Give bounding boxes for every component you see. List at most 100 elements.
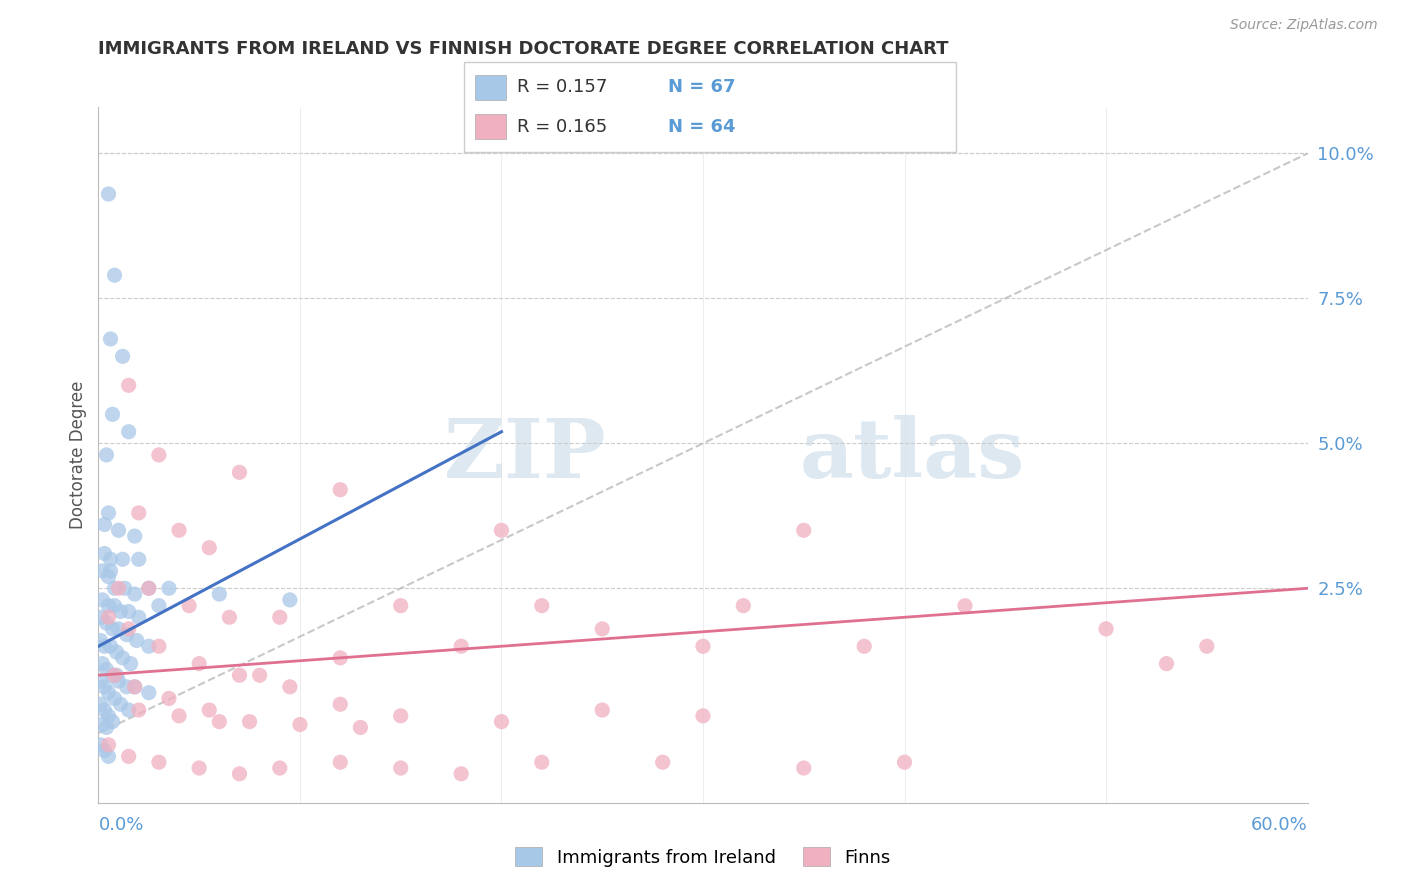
Point <box>97 599 120 613</box>
Point <box>167 523 190 537</box>
Point <box>91 592 114 607</box>
Point <box>208 714 231 729</box>
Point <box>105 668 128 682</box>
Point <box>128 610 150 624</box>
Point <box>111 350 134 364</box>
Point <box>278 680 301 694</box>
Point <box>111 651 134 665</box>
Point <box>93 703 115 717</box>
Point <box>138 685 160 699</box>
Point <box>118 425 141 439</box>
Point <box>93 639 115 653</box>
Point <box>853 639 876 653</box>
Point <box>591 622 613 636</box>
Point <box>101 622 124 636</box>
Point <box>128 703 150 717</box>
Point <box>530 755 553 769</box>
Point <box>389 708 412 723</box>
Point <box>107 582 129 596</box>
Point <box>101 407 124 422</box>
Point <box>103 582 125 596</box>
Point <box>100 639 122 653</box>
Point <box>103 691 125 706</box>
Point <box>115 680 138 694</box>
Point <box>107 523 129 537</box>
Point <box>125 633 148 648</box>
Point <box>218 610 240 624</box>
Point <box>97 685 120 699</box>
Point <box>89 698 111 712</box>
Point <box>128 506 150 520</box>
Point <box>91 717 114 731</box>
Point <box>118 703 141 717</box>
Point <box>118 622 141 636</box>
Point <box>120 657 142 671</box>
Point <box>157 582 180 596</box>
Point <box>389 599 412 613</box>
Point <box>167 708 190 723</box>
Point <box>228 668 250 682</box>
Text: ZIP: ZIP <box>444 415 606 495</box>
Point <box>103 599 125 613</box>
Point <box>389 761 412 775</box>
Point <box>100 564 122 578</box>
Point <box>188 761 211 775</box>
Point <box>450 766 472 781</box>
Text: N = 67: N = 67 <box>668 78 735 96</box>
Point <box>89 738 111 752</box>
Point <box>93 546 115 561</box>
Point <box>107 674 129 689</box>
Point <box>278 592 301 607</box>
Point <box>89 674 111 689</box>
Point <box>110 605 132 619</box>
Point <box>450 639 472 653</box>
Point <box>138 582 160 596</box>
Point <box>118 378 141 392</box>
Point <box>124 529 146 543</box>
Text: R = 0.157: R = 0.157 <box>517 78 607 96</box>
Point <box>91 564 114 578</box>
Point <box>288 717 311 731</box>
Point <box>124 680 146 694</box>
Point <box>118 749 141 764</box>
Point <box>269 610 291 624</box>
Point <box>96 448 118 462</box>
Point <box>329 755 352 769</box>
Point <box>97 610 120 624</box>
Point <box>124 680 146 694</box>
Point <box>118 605 141 619</box>
Point <box>198 703 221 717</box>
Point <box>110 698 132 712</box>
Point <box>1156 657 1178 671</box>
Point <box>198 541 221 555</box>
Point <box>591 703 613 717</box>
Text: 60.0%: 60.0% <box>1251 816 1308 834</box>
Point <box>893 755 915 769</box>
Point <box>249 668 271 682</box>
Point <box>97 708 120 723</box>
Point <box>692 639 714 653</box>
Text: 0.0%: 0.0% <box>98 816 143 834</box>
Point <box>93 517 115 532</box>
Point <box>491 523 513 537</box>
Point <box>138 639 160 653</box>
Point <box>651 755 673 769</box>
Point <box>329 483 352 497</box>
Point <box>733 599 755 613</box>
Point <box>96 615 118 630</box>
Point <box>349 721 371 735</box>
Point <box>148 755 170 769</box>
Point <box>530 599 553 613</box>
Point <box>208 587 231 601</box>
Point <box>93 744 115 758</box>
Point <box>103 668 125 682</box>
Point <box>228 466 250 480</box>
Point <box>111 552 134 566</box>
Y-axis label: Doctorate Degree: Doctorate Degree <box>69 381 87 529</box>
Point <box>179 599 201 613</box>
Point <box>93 680 115 694</box>
Point <box>97 570 120 584</box>
Point <box>96 662 118 676</box>
Point <box>188 657 211 671</box>
Point <box>953 599 976 613</box>
